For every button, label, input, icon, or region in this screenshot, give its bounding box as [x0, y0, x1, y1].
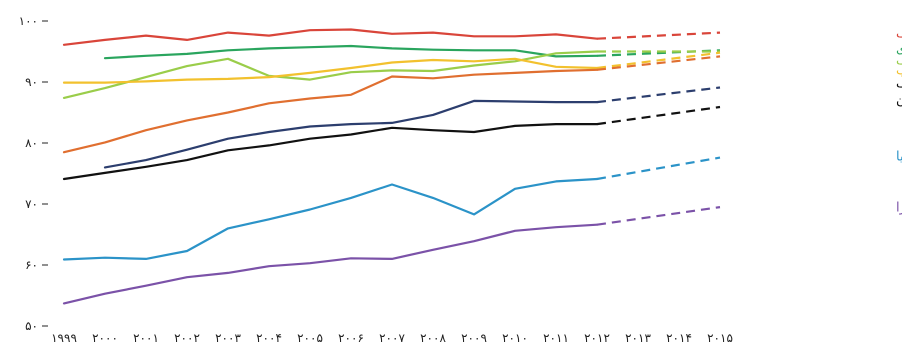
- x-tick-label: ۲۰۰۹: [461, 331, 487, 345]
- x-tick-label: ۲۰۱۴: [666, 331, 692, 345]
- x-tick-label: ۲۰۰۷: [379, 331, 405, 345]
- series-line: [103, 44, 599, 60]
- y-tick-label: ۵۰: [25, 319, 38, 333]
- series-projection-line: [596, 86, 721, 104]
- series-label: آفریقای جنوب صحرا: [896, 199, 902, 216]
- x-tick-label: ۲۰۰۲: [174, 331, 200, 345]
- axis-layer: ۵۰ ۶۰ ۷۰ ۸۰ ۹۰ ۱۰۰ ۱۹۹۹ ۲۰۰۰ ۲۰۰۱ ۲۰۰۲ ۲۰۰۳ ۲۰۰۴ ۲۰۰…: [19, 14, 733, 345]
- series-label: آسیای مرکزی: [896, 40, 902, 57]
- series-line: [62, 68, 599, 154]
- x-tick-label: ۲۰۱۲: [584, 331, 610, 345]
- x-tick-label: ۲۰۰۱: [133, 331, 159, 345]
- series-projection-line: [596, 49, 721, 57]
- x-tick-label: ۲۰۰۵: [297, 331, 323, 345]
- y-tick-label: ۷۰: [25, 197, 38, 211]
- x-tick-label: ۲۰۱۵: [707, 331, 733, 345]
- series-label: آمریکای لاتین / جزایر کارائیب: [896, 61, 902, 78]
- series-line: [62, 122, 599, 181]
- series-projection-line: [596, 51, 721, 70]
- series-projection-line: [596, 55, 721, 71]
- series-label: اروپای مرکزی/شرقی: [896, 52, 902, 67]
- x-tick-label: ۱۹۹۹: [51, 331, 77, 345]
- series-layer: [62, 28, 721, 305]
- series-line: [62, 57, 599, 84]
- x-tick-label: ۲۰۱۳: [625, 331, 651, 345]
- series-projection-line: [596, 105, 721, 126]
- series-label: جهان: [896, 93, 902, 108]
- y-tick-label: ۹۰: [25, 75, 38, 89]
- series-line: [62, 50, 599, 100]
- x-tick-label: ۲۰۰۳: [215, 331, 241, 345]
- series-line: [62, 223, 599, 305]
- series-line: [62, 177, 599, 261]
- x-tick-label: ۲۰۱۱: [543, 331, 569, 345]
- y-tick-label: ۶۰: [25, 258, 38, 272]
- series-label: آمریکای شمالی / اروپای غربی: [896, 23, 902, 40]
- label-layer: آمریکای شمالی / اروپای غربیآسیای مرکزیار…: [896, 23, 902, 216]
- y-tick-label: ۱۰۰: [19, 14, 38, 28]
- x-tick-label: ۲۰۰۰: [92, 331, 118, 345]
- series-projection-line: [596, 31, 721, 40]
- x-tick-label: ۲۰۱۰: [502, 331, 528, 345]
- x-tick-label: ۲۰۰۸: [420, 331, 446, 345]
- series-label: جنوب/غرب آسیا: [896, 147, 902, 164]
- series-line: [62, 28, 599, 46]
- series-projection-line: [596, 206, 721, 226]
- series-projection-line: [596, 156, 721, 181]
- series-line: [103, 99, 599, 169]
- x-tick-label: ۲۰۰۶: [338, 331, 364, 345]
- y-tick-label: ۸۰: [25, 136, 38, 150]
- x-tick-label: ۲۰۰۴: [256, 331, 282, 345]
- series-label: کشورهای عربی: [896, 75, 902, 90]
